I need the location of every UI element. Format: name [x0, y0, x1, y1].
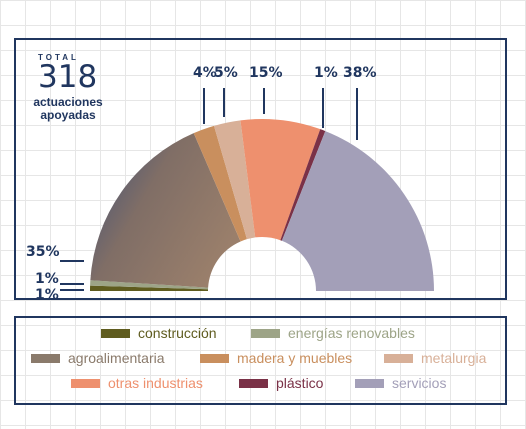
- legend-swatch-servicios: [355, 378, 384, 388]
- legend-entry-otras-industrias: otras industrias: [71, 375, 203, 391]
- slice-metalurgia: [214, 120, 256, 240]
- total-description: actuaciones apoyadas: [33, 95, 103, 122]
- legend-label-otras-industrias: otras industrias: [108, 375, 203, 391]
- value-label-otras-industrias: 15%: [249, 65, 283, 81]
- legend-entry-construccion: construcción: [101, 325, 217, 341]
- legend-swatch-agroalimentaria: [31, 353, 60, 363]
- value-label-plastico: 1%: [314, 65, 338, 81]
- legend-entry-energias-renovables: energías renovables: [251, 325, 415, 341]
- legend-label-servicios: servicios: [392, 375, 447, 391]
- legend-entry-plastico: plástico: [239, 375, 323, 391]
- legend-label-madera-y-muebles: madera y muebles: [237, 350, 353, 366]
- legend-swatch-plastico: [239, 378, 268, 388]
- slice-plastico: [280, 129, 326, 241]
- legend-entry-servicios: servicios: [355, 375, 446, 391]
- legend-label-energias-renovables: energías renovables: [288, 325, 415, 341]
- value-label-metalurgia: 5%: [214, 65, 238, 81]
- slice-madera-y-muebles: [193, 125, 247, 242]
- value-label-agroalimentaria: 35%: [26, 244, 60, 260]
- legend-entry-metalurgia: metalurgia: [384, 350, 486, 366]
- total-label: TOTAL: [38, 53, 79, 62]
- value-label-energias-renovables: 1%: [35, 271, 59, 287]
- legend-frame: [14, 316, 507, 405]
- legend-swatch-construccion: [101, 328, 130, 338]
- legend-label-agroalimentaria: agroalimentaria: [68, 350, 165, 366]
- legend-swatch-madera-y-muebles: [200, 353, 229, 363]
- value-label-madera-y-muebles: 4%: [193, 65, 217, 81]
- legend-entry-madera-y-muebles: madera y muebles: [200, 350, 352, 366]
- slice-otras-industrias: [240, 119, 321, 241]
- legend-entry-agroalimentaria: agroalimentaria: [31, 350, 165, 366]
- legend-label-metalurgia: metalurgia: [421, 350, 487, 366]
- slice-energias-renovables: [90, 280, 209, 290]
- legend-swatch-otras-industrias: [71, 378, 100, 388]
- legend-label-construccion: construcción: [138, 325, 217, 341]
- slice-servicios: [281, 131, 434, 291]
- slice-agroalimentaria: [90, 133, 241, 288]
- legend-label-plastico: plástico: [276, 375, 324, 391]
- legend-swatch-energias-renovables: [251, 328, 280, 338]
- value-label-construccion: 1%: [35, 287, 59, 303]
- total-value: 318: [38, 59, 98, 95]
- chart-frame: [14, 38, 507, 300]
- slice-construccion: [90, 285, 209, 291]
- value-label-servicios: 38%: [343, 65, 377, 81]
- legend-swatch-metalurgia: [384, 353, 413, 363]
